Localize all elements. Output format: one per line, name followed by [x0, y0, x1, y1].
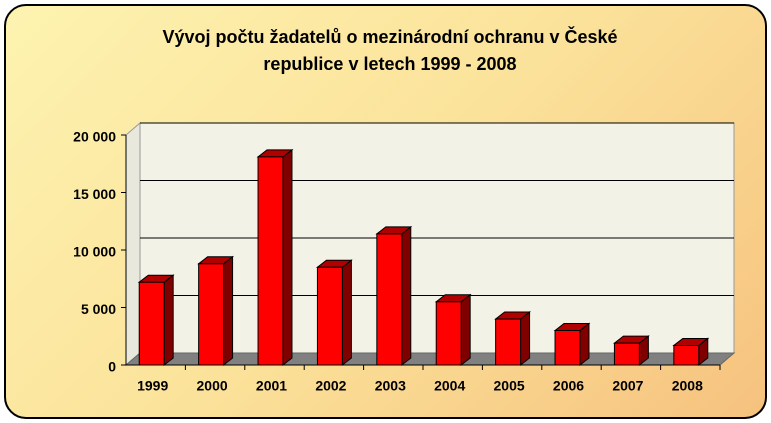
- bar-front: [674, 345, 699, 365]
- y-tick-label: 15 000: [73, 186, 116, 202]
- bar-side: [164, 275, 173, 365]
- chart: 0 5 000 10 000 15 000 20 000 1999 2000 2001 2002…: [0, 0, 771, 423]
- x-tick-label: 2002: [315, 378, 346, 394]
- bar: [199, 257, 233, 365]
- bar: [555, 324, 589, 366]
- bar: [496, 312, 530, 365]
- bar-front: [317, 267, 342, 365]
- bar: [674, 338, 708, 365]
- bar: [317, 260, 351, 365]
- x-tick-label: 2001: [256, 378, 287, 394]
- bar-side: [342, 260, 351, 365]
- y-tick-label: 20 000: [73, 129, 116, 145]
- bar: [436, 295, 470, 365]
- bar-side: [402, 227, 411, 365]
- bar-side: [461, 295, 470, 365]
- bar-side: [521, 312, 530, 365]
- bar-front: [436, 302, 461, 365]
- x-tick-label: 2000: [197, 378, 228, 394]
- y-tick-label: 10 000: [73, 244, 116, 260]
- x-tick-label: 2003: [375, 378, 406, 394]
- bar-side: [224, 257, 233, 365]
- bar-front: [555, 331, 580, 366]
- x-tick-label: 2007: [612, 378, 643, 394]
- x-tick-label: 2004: [434, 378, 465, 394]
- bar-front: [496, 319, 521, 365]
- x-tick-label: 1999: [137, 378, 168, 394]
- x-tick-label: 2005: [494, 378, 525, 394]
- bar-side: [283, 150, 292, 365]
- y-tick-label: 0: [108, 359, 116, 375]
- bar-front: [377, 234, 402, 365]
- bar: [258, 150, 292, 365]
- bar-front: [614, 343, 639, 365]
- x-tick-label: 2008: [672, 378, 703, 394]
- bar-front: [199, 264, 224, 365]
- bar-front: [258, 157, 283, 365]
- x-tick-label: 2006: [553, 378, 584, 394]
- bar-front: [139, 282, 164, 365]
- bar: [614, 336, 648, 365]
- bar: [139, 275, 173, 365]
- y-tick-label: 5 000: [81, 301, 116, 317]
- page: Vývoj počtu žadatelů o mezinárodní ochra…: [0, 0, 771, 423]
- side-wall: [126, 123, 140, 365]
- bar: [377, 227, 411, 365]
